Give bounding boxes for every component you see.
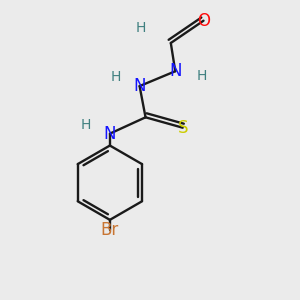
- Text: O: O: [197, 12, 210, 30]
- Text: Br: Br: [101, 221, 119, 239]
- Text: H: H: [197, 69, 207, 83]
- Text: N: N: [169, 62, 182, 80]
- Text: H: H: [136, 21, 146, 35]
- Text: S: S: [177, 119, 188, 137]
- Text: H: H: [81, 118, 91, 132]
- Text: H: H: [111, 70, 121, 84]
- Text: N: N: [103, 125, 116, 143]
- Text: N: N: [133, 77, 146, 95]
